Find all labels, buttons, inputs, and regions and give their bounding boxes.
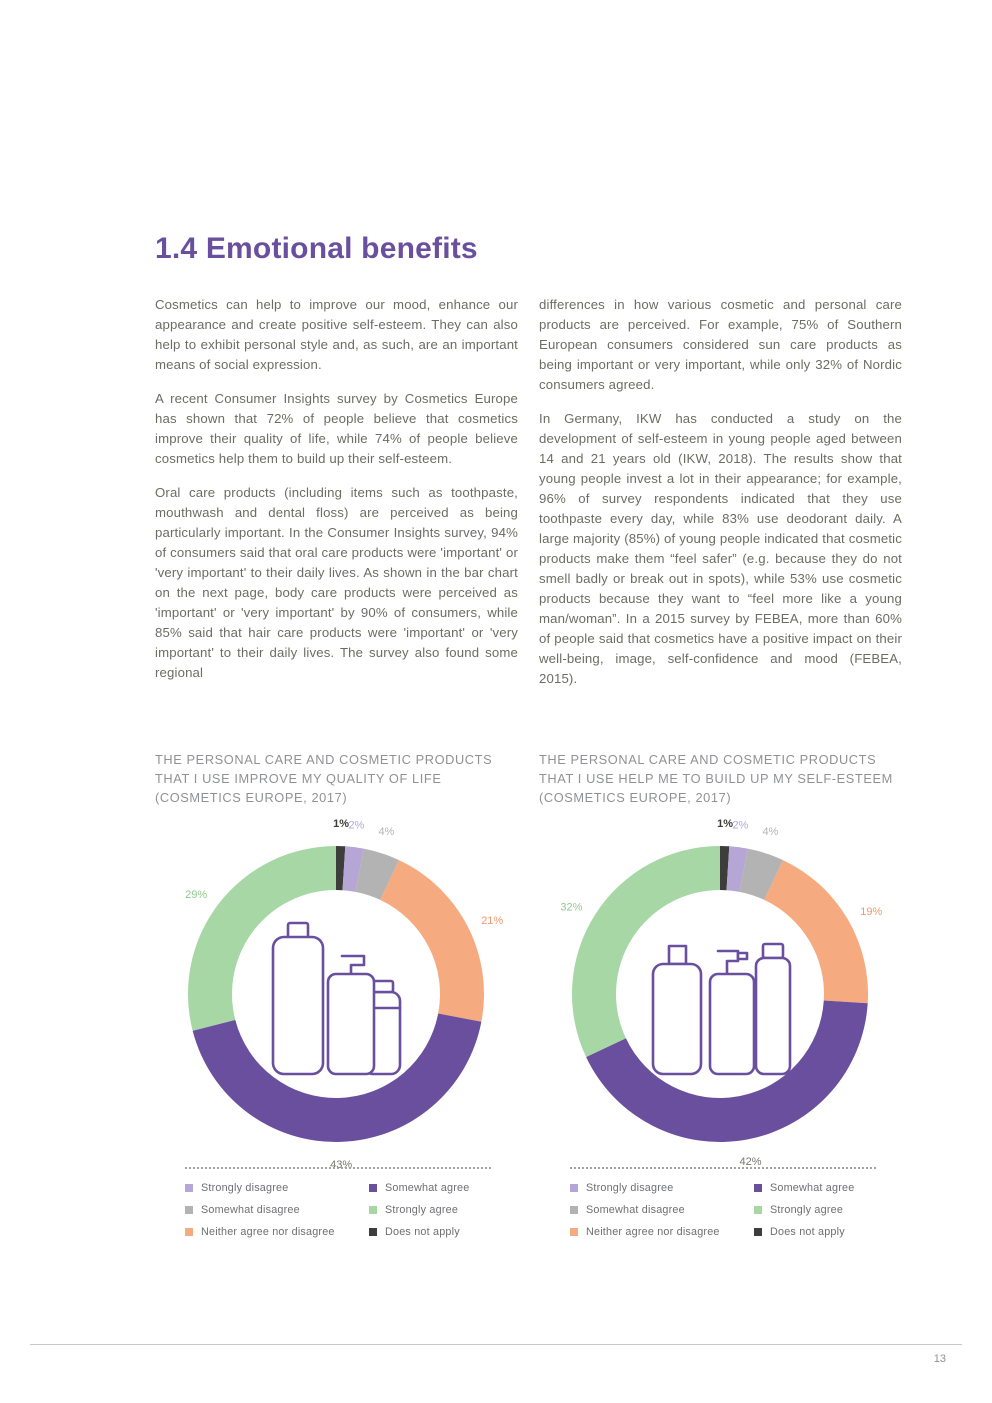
legend-label: Somewhat disagree [586,1204,685,1216]
chart-title: THE PERSONAL CARE AND COSMETIC PRODUCTS … [155,752,493,805]
donut-segment [187,846,336,1031]
legend-swatch [369,1184,377,1192]
page-number: 13 [933,1353,946,1365]
legend-item: Somewhat agree [754,1182,876,1194]
donut-segment [720,846,730,891]
donut-segment [572,846,720,1058]
donut-value-label: 4% [378,826,394,838]
legend-swatch [570,1228,578,1236]
legend-label: Somewhat disagree [201,1204,300,1216]
legend-swatch [185,1228,193,1236]
legend-divider [570,1167,876,1169]
donut-chart-self-esteem: 1% 2% 4% 19% 42% 32% [540,816,900,1172]
donut-value-label: 32% [560,902,582,914]
legend-swatch [754,1206,762,1214]
donut-segment [355,848,400,900]
donut-chart-svg: 1% 2% 4% 19% 42% 32% [560,818,882,1168]
legend-items: Strongly disagree Somewhat disagree Neithe… [570,1169,876,1238]
legend-label: Somewhat agree [385,1182,470,1194]
donut-segment [342,846,364,892]
donut-segment [739,848,784,900]
legend-swatch [570,1184,578,1192]
donut-chart-quality-of-life: 1% 2% 4% 21% 43% 29% [156,816,516,1172]
legend-label: Strongly disagree [201,1182,289,1194]
legend-label: Strongly disagree [586,1182,674,1194]
legend-item: Strongly disagree [185,1182,345,1194]
legend-label: Does not apply [385,1226,460,1238]
legend-item: Strongly disagree [570,1182,730,1194]
donut-value-label: 2% [348,819,364,831]
donut-segment [336,846,346,891]
donut-value-label: 21% [481,915,503,927]
legend-item: Neither agree nor disagree [185,1226,345,1238]
legend-label: Strongly agree [385,1204,459,1216]
legend-item: Somewhat disagree [185,1204,345,1216]
donut-segment [380,860,485,1022]
legend-divider [185,1167,491,1169]
legend-items: Strongly disagree Somewhat disagree Neithe… [185,1169,491,1238]
section-title: 1.4 Emotional benefits [155,232,478,265]
legend-item: Does not apply [369,1226,491,1238]
legend-label: Somewhat agree [770,1182,855,1194]
chart-title: THE PERSONAL CARE AND COSMETIC PRODUCTS … [539,752,893,805]
legend-item: Strongly agree [369,1204,491,1216]
donut-value-label: 29% [185,889,207,901]
body-column-left: Cosmetics can help to improve our mood, … [155,295,518,697]
donut-segment [586,1000,868,1142]
paragraph: In Germany, IKW has conducted a study on… [539,411,902,686]
donut-segment [764,860,869,1004]
donut-chart-svg: 1% 2%4%21%43%29% [185,818,503,1171]
legend-swatch [369,1206,377,1214]
legend-swatch [570,1206,578,1214]
donut-value-label: 2% [732,819,748,831]
cosmetic-bottles-icon [271,921,402,1076]
legend-label: Strongly agree [770,1204,844,1216]
donut-value-label: 19% [860,906,882,918]
footer-divider [30,1344,962,1345]
paragraph: Oral care products (including items such… [155,485,518,680]
legend-label: Neither agree nor disagree [586,1226,720,1238]
legend-swatch [185,1184,193,1192]
donut-value-label: 1% [333,818,349,830]
paragraph: Cosmetics can help to improve our mood, … [155,297,518,372]
legend-item: Somewhat agree [369,1182,491,1194]
paragraph: A recent Consumer Insights survey by Cos… [155,391,518,466]
body-column-right: differences in how various cosmetic and … [539,295,902,703]
legend-swatch [185,1206,193,1214]
legend-item: Neither agree nor disagree [570,1226,730,1238]
legend-item: Strongly agree [754,1204,876,1216]
donut-value-label: 42% [739,1156,761,1168]
chart-legend: Strongly disagree Somewhat disagree Neithe… [185,1167,491,1238]
cosmetic-spray-bottles-icon [651,942,792,1076]
legend-label: Does not apply [770,1226,845,1238]
legend-swatch [754,1228,762,1236]
chart-legend: Strongly disagree Somewhat disagree Neithe… [570,1167,876,1238]
legend-swatch [369,1228,377,1236]
donut-value-label: 4% [762,826,778,838]
legend-swatch [754,1184,762,1192]
donut-segment [726,846,748,892]
donut-value-label: 1% [717,818,733,830]
paragraph: differences in how various cosmetic and … [539,297,902,392]
legend-item: Does not apply [754,1226,876,1238]
donut-segment [192,1013,482,1143]
legend-label: Neither agree nor disagree [201,1226,335,1238]
legend-item: Somewhat disagree [570,1204,730,1216]
